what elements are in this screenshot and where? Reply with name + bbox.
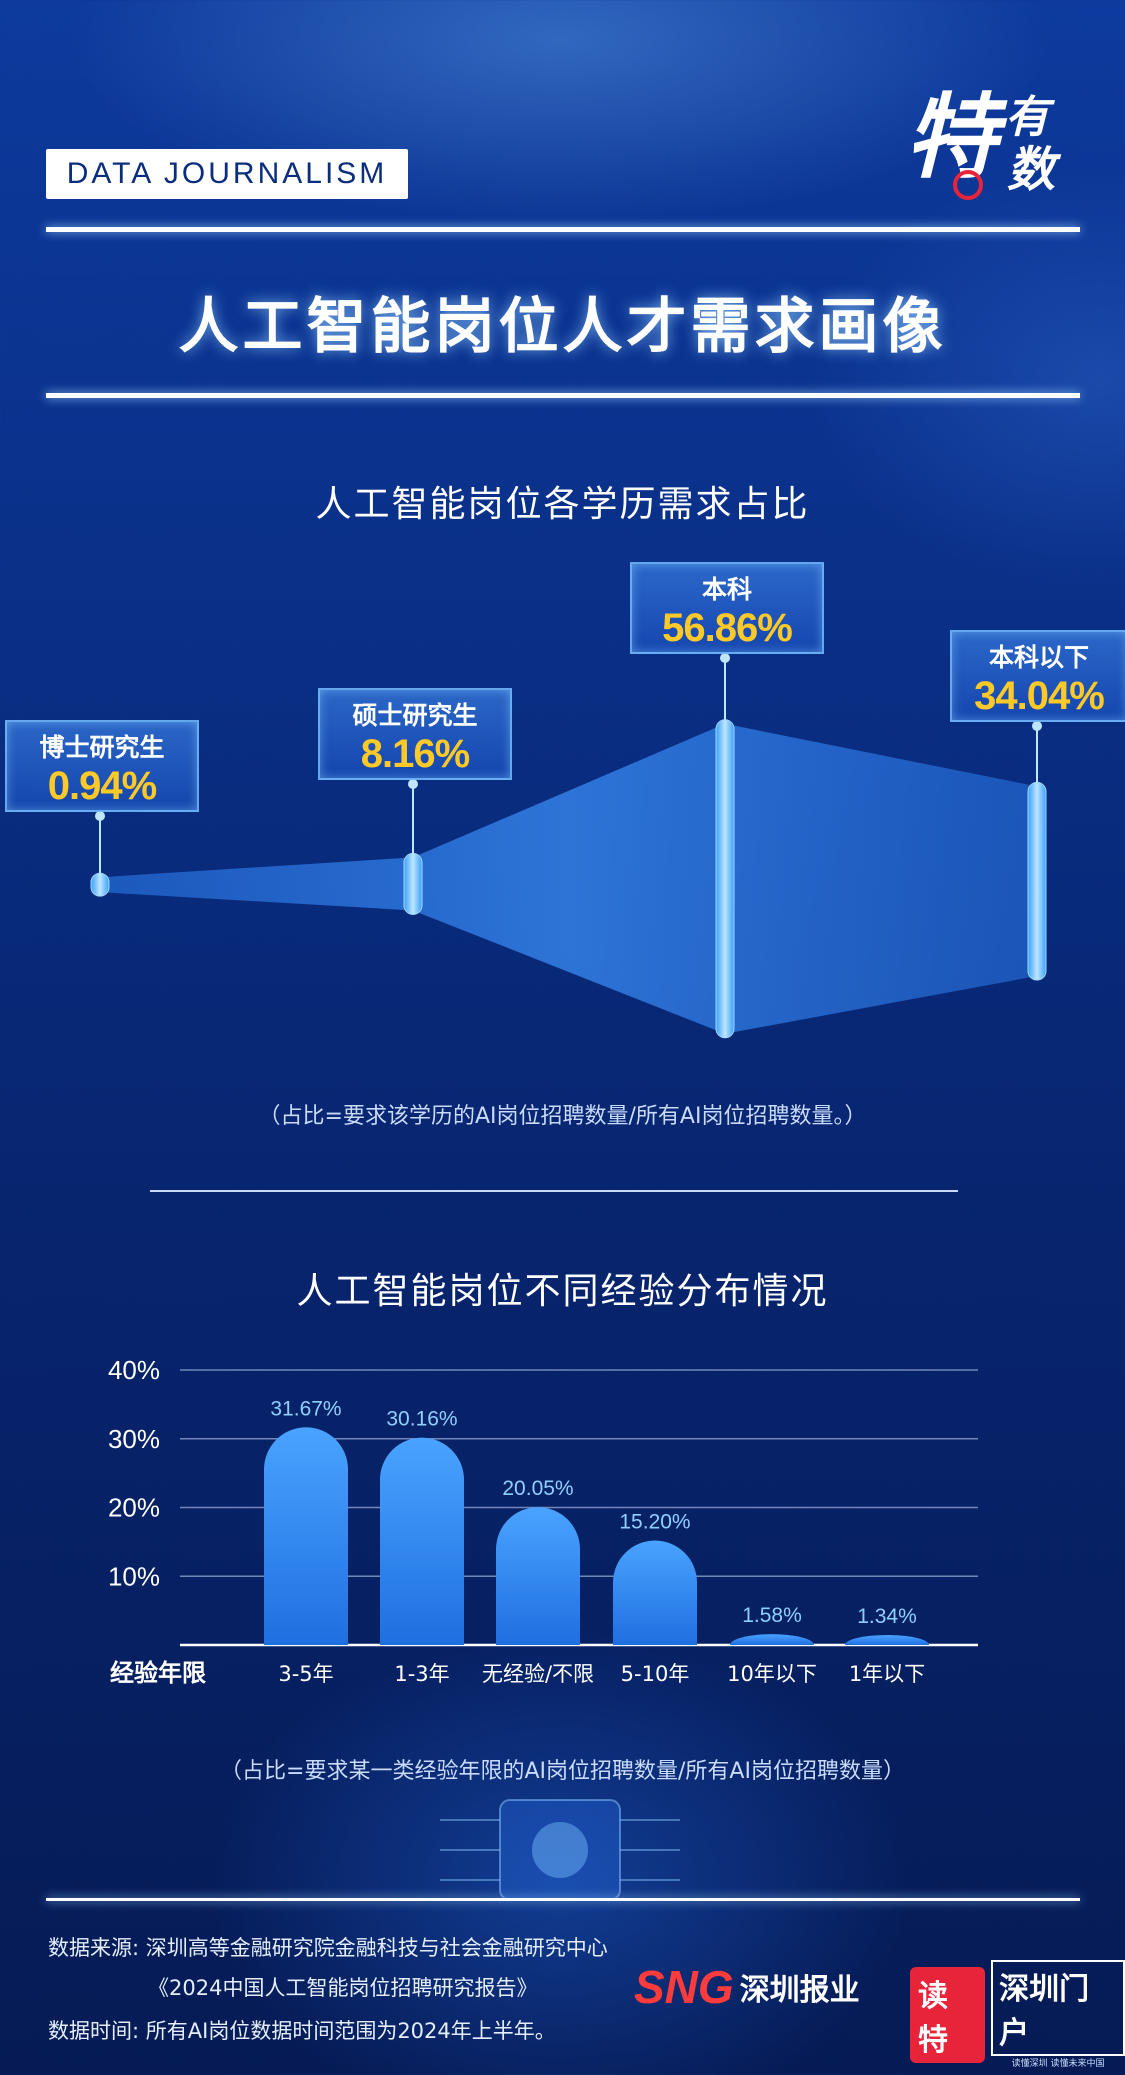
education-label-1: 硕士研究生 8.16% [318,688,512,780]
education-label-2: 本科 56.86% [630,562,824,654]
y-tick-label: 10% [108,1561,160,1591]
shenzhen-press-name: 深圳报业 [739,1973,860,2008]
logo-char-you: 有 [1005,92,1049,143]
experience-bar [613,1540,697,1645]
experience-category-label: 1年以下 [849,1662,925,1686]
experience-bar [845,1635,929,1645]
education-leader-dot-0 [95,811,105,821]
education-leader-dot-1 [408,779,418,789]
source-report: 《2024中国人工智能岗位招聘研究报告》 [148,1976,538,2000]
experience-value-label: 15.20% [619,1511,690,1534]
education-value-label: 56.86% [662,606,793,650]
time-text: 所有AI岗位数据时间范围为2024年上半年。 [145,2019,556,2043]
header-top-rule [46,227,1080,232]
experience-value-label: 1.34% [857,1605,917,1628]
section-divider [150,1190,958,1192]
education-chart-title: 人工智能岗位各学历需求占比 [315,484,810,525]
experience-value-label: 30.16% [386,1408,457,1431]
source-line: 数据来源: 深圳高等金融研究院金融科技与社会金融研究中心 [48,1932,608,1962]
education-bar-3 [1027,781,1047,981]
shenzhen-portal-slogan: 读懂深圳 读懂未来中国 [1011,2059,1105,2069]
y-tick-label: 30% [108,1424,160,1454]
footer-rule [46,1898,1080,1901]
education-label-0: 博士研究生 0.94% [5,720,199,812]
dute-logo: 读特 [910,1966,986,2063]
time-label: 数据时间: [48,2019,140,2043]
duteshenzhen-brand: 读特 深圳门户 读懂深圳 读懂未来中国 [910,1960,1125,2069]
page-title: 人工智能岗位人才需求画像 [178,292,947,362]
y-tick-label: 40% [108,1355,160,1385]
education-value-label: 0.94% [47,764,157,808]
experience-bar [496,1507,580,1645]
sng-brand: SNG 深圳报业 [634,1960,860,2014]
source-label: 数据来源: [48,1936,140,1960]
experience-bar [264,1427,348,1645]
data-journalism-tag: DATA JOURNALISM [46,149,408,199]
experience-value-label: 20.05% [502,1477,573,1500]
te-you-shu-logo: 特 有 数 [905,90,1085,210]
experience-chart-title: 人工智能岗位不同经验分布情况 [296,1271,829,1312]
experience-category-label: 10年以下 [727,1662,817,1686]
education-area [100,723,1037,1034]
experience-note: （占比=要求某一类经验年限的AI岗位招聘数量/所有AI岗位招聘数量） [220,1759,905,1784]
experience-category-label: 5-10年 [621,1662,690,1686]
education-category-label: 博士研究生 [39,733,165,762]
header-bottom-rule [46,393,1080,398]
time-line: 数据时间: 所有AI岗位数据时间范围为2024年上半年。 [48,2015,556,2045]
experience-category-label: 无经验/不限 [482,1662,594,1686]
experience-value-label: 1.58% [742,1604,802,1627]
experience-category-label: 1-3年 [394,1662,449,1686]
experience-category-label: 3-5年 [278,1662,333,1686]
education-note: （占比=要求该学历的AI岗位招聘数量/所有AI岗位招聘数量。） [258,1104,867,1129]
experience-bar [730,1634,814,1645]
logo-char-te: 特 [905,84,998,191]
education-category-label: 本科 [701,575,752,604]
sng-logo: SNG [634,1961,734,2013]
education-leader-dot-2 [720,653,730,663]
experience-value-label: 31.67% [270,1397,341,1420]
experience-chart: 10% 20% 30% 40% 经验年限 31.67% 3-5年 30.16% 1-3年 20.… [108,1355,978,1687]
education-value-label: 34.04% [974,674,1105,718]
magnifier-icon [953,170,983,200]
experience-bar [380,1437,464,1645]
education-bar-0 [90,872,110,897]
education-bar-2 [715,719,735,1039]
education-label-3: 本科以下 34.04% [949,630,1125,722]
y-tick-label: 20% [108,1493,160,1523]
source-org: 深圳高等金融研究院金融科技与社会金融研究中心 [145,1936,608,1960]
education-value-label: 8.16% [360,732,470,776]
chip-decoration-icon [440,1799,680,1901]
logo-char-shu: 数 [1007,142,1056,198]
education-category-label: 硕士研究生 [352,701,478,730]
shenzhen-portal-name: 深圳门户 [991,1960,1125,2056]
education-leader-dot-3 [1032,721,1042,731]
x-axis-label: 经验年限 [110,1659,206,1687]
education-chart [90,653,1047,1039]
education-category-label: 本科以下 [988,643,1089,672]
education-bar-1 [403,852,423,915]
